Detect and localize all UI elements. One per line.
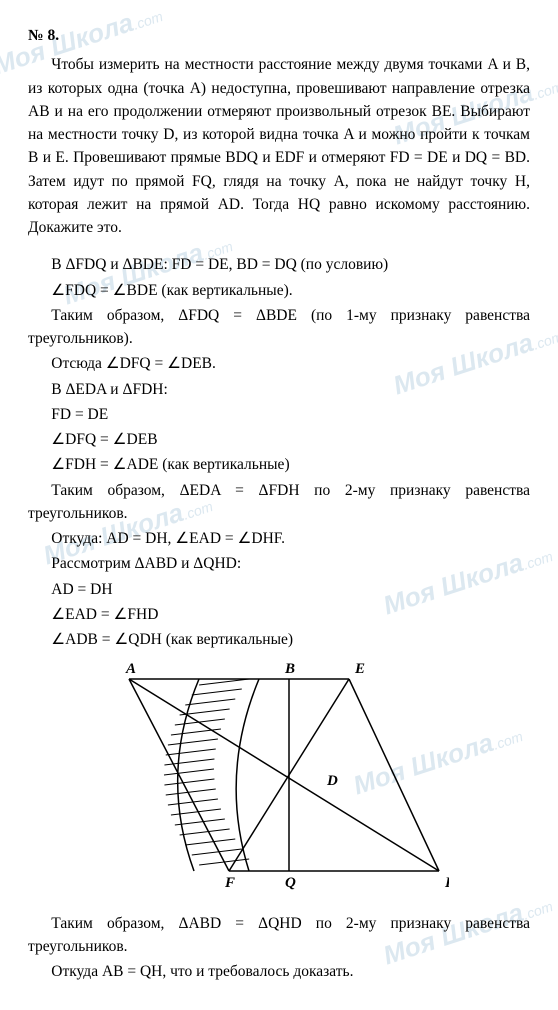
solution-line: Таким образом, ΔEDA = ΔFDH по 2-му призн… <box>28 479 530 526</box>
solution-line: Таким образом, ΔFDQ = ΔBDE (по 1-му приз… <box>28 304 530 351</box>
solution-line: FD = DE <box>28 403 530 426</box>
solution-line: ∠DFQ = ∠DEB <box>28 428 530 451</box>
problem-text: Чтобы измерить на местности расстояние м… <box>28 53 530 239</box>
svg-text:H: H <box>444 875 449 891</box>
solution-line: ∠FDH = ∠ADE (как вертикальные) <box>28 453 530 476</box>
svg-text:E: E <box>354 661 365 677</box>
solution-line: Откуда: AD = DH, ∠EAD = ∠DHF. <box>28 527 530 550</box>
solution-line: AD = DH <box>28 578 530 601</box>
svg-text:Q: Q <box>285 875 296 891</box>
solution-line: Таким образом, ΔABD = ΔQHD по 2-му призн… <box>28 912 530 959</box>
solution-line: ∠ADB = ∠QDH (как вертикальные) <box>28 628 530 651</box>
solution-line: В ΔFDQ и ΔBDE: FD = DE, BD = DQ (по усло… <box>28 253 530 276</box>
solution-line: Отсюда ∠DFQ = ∠DEB. <box>28 352 530 375</box>
svg-text:F: F <box>224 875 235 891</box>
solution-line: В ΔEDA и ΔFDH: <box>28 378 530 401</box>
problem-number: № 8. <box>28 24 530 47</box>
svg-text:A: A <box>125 661 136 677</box>
solution-line: Рассмотрим ΔABD и ΔQHD: <box>28 552 530 575</box>
solution-line: Откуда AB = QH, что и требовалось доказа… <box>28 960 530 983</box>
geometry-diagram: A B E D F Q H <box>28 661 530 903</box>
solution-line: ∠EAD = ∠FHD <box>28 603 530 626</box>
solution-line: ∠FDQ = ∠BDE (как вертикальные). <box>28 279 530 302</box>
svg-text:D: D <box>326 773 338 789</box>
svg-text:B: B <box>284 661 295 677</box>
